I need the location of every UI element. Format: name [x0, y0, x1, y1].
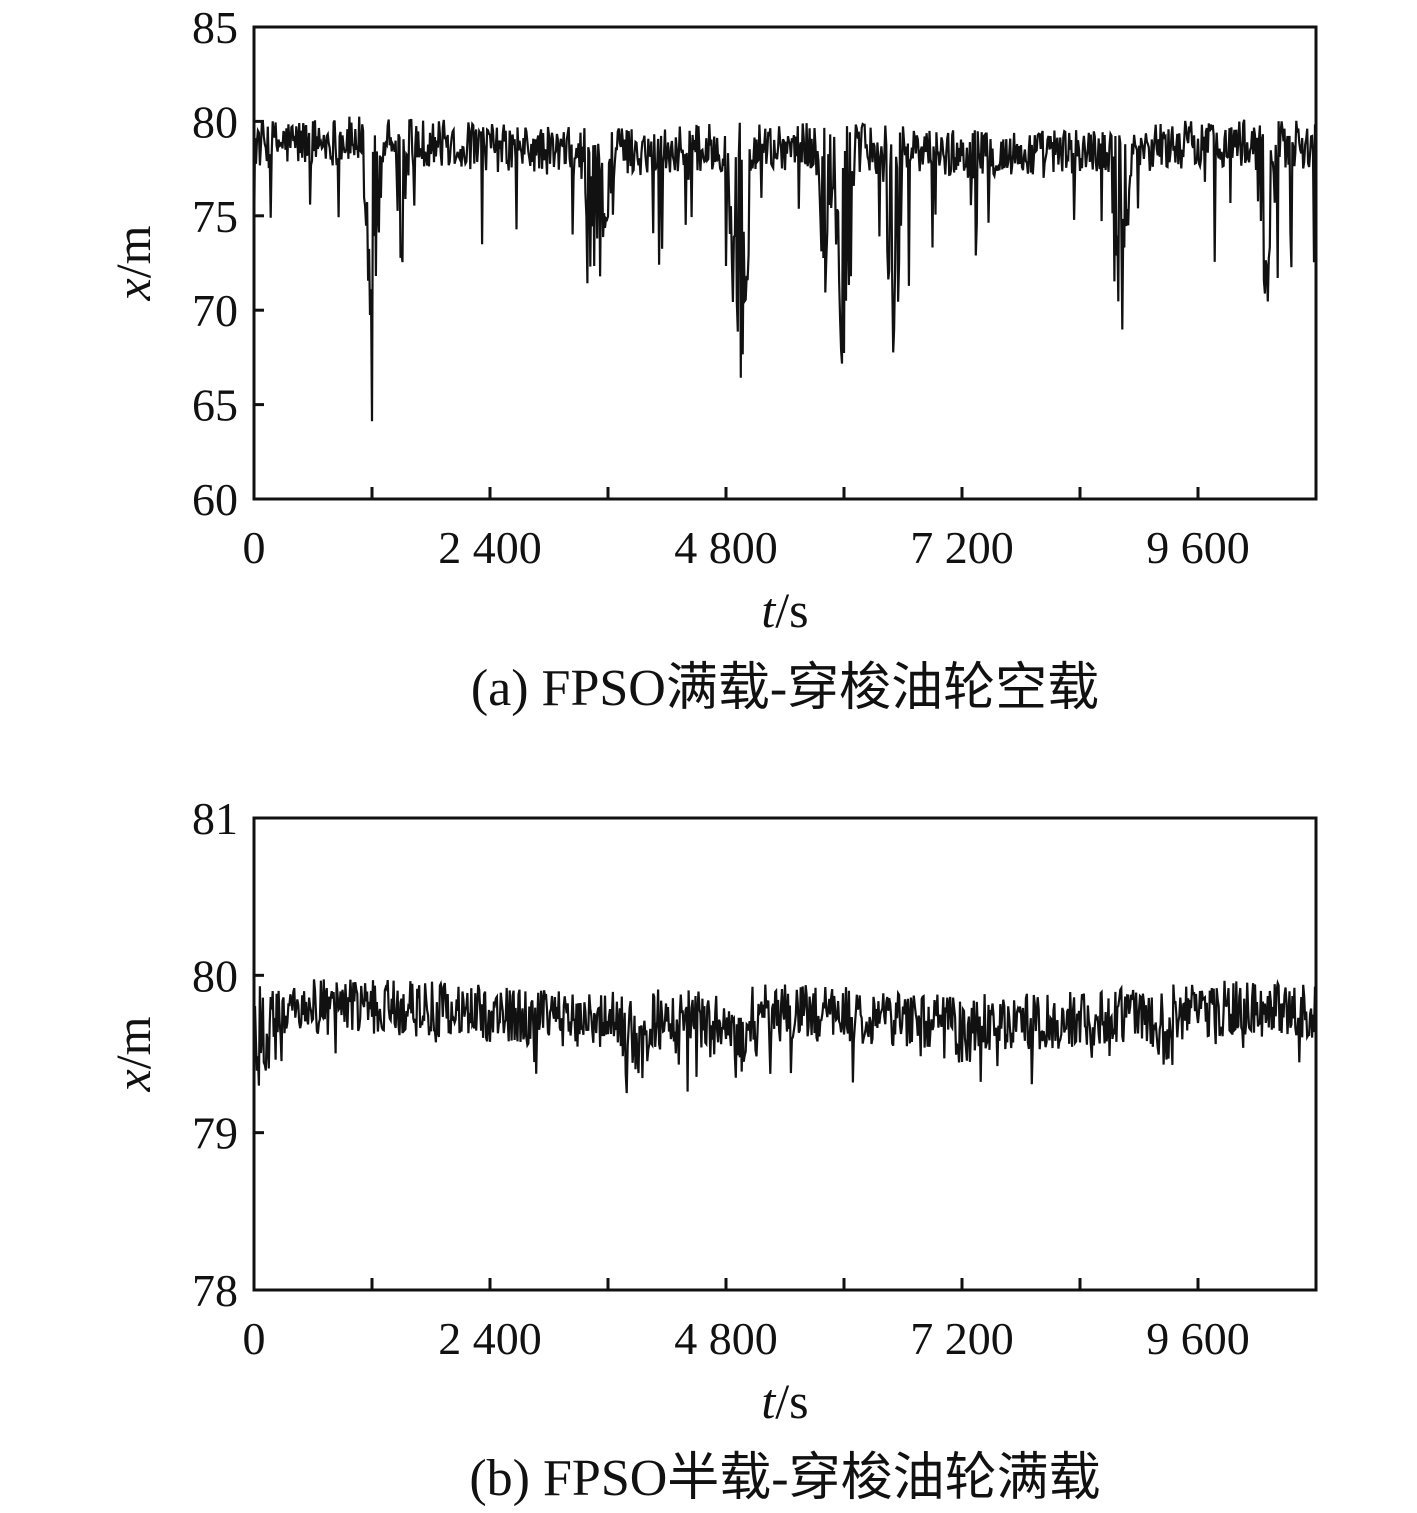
x-tick-label: 0	[243, 522, 266, 573]
y-tick-label: 85	[192, 2, 238, 53]
y-axis-label-a: x/m	[105, 225, 161, 301]
y-tick-label: 79	[192, 1108, 238, 1159]
x-tick-label: 9 600	[1146, 522, 1250, 573]
x-tick-label: 2 400	[438, 522, 542, 573]
panel-a: 60 65 70 75 80 85 0 2 400 4 800 7 200 9 600 x/m t…	[105, 2, 1318, 717]
y-axis-label-b: x/m	[105, 1016, 161, 1092]
series-line-a	[252, 116, 1318, 422]
panel-b: 78 79 80 81 0 2 400 4 800 7 200 9 600 x/m t/s (…	[105, 793, 1318, 1507]
x-tick-label: 7 200	[910, 522, 1014, 573]
y-tick-label: 80	[192, 950, 238, 1001]
y-tick-label: 78	[192, 1265, 238, 1316]
y-tick-label: 65	[192, 380, 238, 431]
caption-b: (b) FPSO半载-穿梭油轮满载	[469, 1450, 1100, 1507]
x-ticks-b: 0 2 400 4 800 7 200 9 600	[243, 1278, 1318, 1364]
series-line-b	[252, 978, 1318, 1094]
plot-frame-a	[252, 25, 1318, 501]
y-tick-label: 80	[192, 96, 238, 147]
x-ticks-a: 0 2 400 4 800 7 200 9 600	[243, 487, 1318, 573]
x-tick-label: 4 800	[674, 522, 778, 573]
y-ticks-a: 60 65 70 75 80 85	[192, 2, 264, 525]
x-tick-label: 2 400	[438, 1313, 542, 1364]
x-tick-label: 7 200	[910, 1313, 1014, 1364]
x-tick-label: 4 800	[674, 1313, 778, 1364]
x-axis-label-b: t/s	[761, 1373, 808, 1429]
x-tick-label: 0	[243, 1313, 266, 1364]
series-path	[252, 116, 1318, 422]
y-ticks-b: 78 79 80 81	[192, 793, 264, 1316]
y-tick-label: 81	[192, 793, 238, 844]
caption-a: (a) FPSO满载-穿梭油轮空载	[471, 660, 1099, 717]
x-axis-label-a: t/s	[761, 582, 808, 638]
y-tick-label: 70	[192, 285, 238, 336]
series-path	[252, 978, 1318, 1094]
y-tick-label: 75	[192, 191, 238, 242]
y-tick-label: 60	[192, 474, 238, 525]
x-tick-label: 9 600	[1146, 1313, 1250, 1364]
plot-frame-b	[252, 816, 1318, 1292]
